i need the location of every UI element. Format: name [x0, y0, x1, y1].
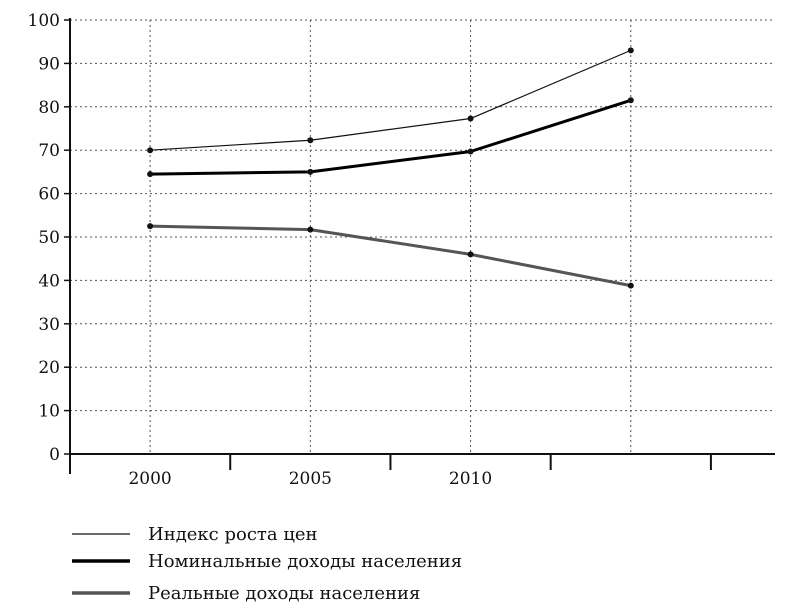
series-line-2 — [150, 98, 632, 176]
data-point — [627, 97, 634, 104]
data-point — [467, 251, 474, 258]
grid — [70, 19, 775, 454]
y-tick-label: 0 — [49, 445, 60, 465]
y-tick-label: 70 — [38, 141, 60, 161]
data-point — [307, 137, 314, 144]
x-tick-label: 2005 — [289, 469, 332, 489]
x-tick-label: 2000 — [128, 469, 171, 489]
x-tick-label: 2010 — [449, 469, 492, 489]
y-tick-label: 80 — [38, 98, 60, 118]
series — [147, 47, 634, 289]
y-tick-label: 90 — [38, 54, 60, 74]
data-point — [147, 147, 154, 154]
data-point — [627, 47, 634, 54]
data-point — [627, 282, 634, 289]
data-point — [467, 148, 474, 155]
data-point — [307, 168, 314, 175]
data-point — [307, 226, 314, 233]
tick-labels: 0 10 20 30 40 50 60 70 80 90 100 2000 2005 2010 — [28, 11, 493, 489]
legend-label-1: Индекс роста цен — [148, 524, 318, 545]
y-tick-label: 30 — [38, 315, 60, 335]
data-point — [467, 115, 474, 122]
y-tick-label: 50 — [38, 228, 60, 248]
data-point — [147, 223, 154, 230]
legend: Индекс роста цен Номинальные доходы насел… — [72, 524, 462, 604]
y-tick-label: 100 — [28, 11, 60, 31]
legend-label-2: Номинальные доходы населения — [148, 551, 462, 572]
y-tick-label: 60 — [38, 185, 60, 205]
legend-label-3: Реальные доходы населения — [148, 583, 420, 604]
data-point — [147, 171, 154, 178]
series-line-1 — [150, 49, 632, 151]
y-tick-label: 40 — [38, 271, 60, 291]
series-line-3 — [150, 224, 632, 288]
y-tick-label: 20 — [38, 358, 60, 378]
axes — [64, 18, 775, 474]
y-tick-label: 10 — [38, 402, 60, 422]
